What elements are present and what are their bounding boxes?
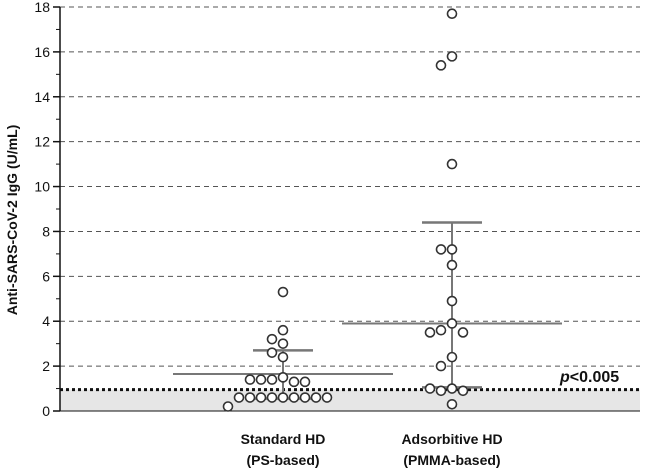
data-point (299, 376, 311, 388)
data-point (321, 392, 333, 403)
data-point (233, 392, 245, 403)
data-point (277, 392, 289, 403)
data-point (446, 51, 458, 62)
data-point (435, 385, 447, 397)
data-point (288, 392, 300, 403)
data-point (446, 244, 458, 255)
labels: 0 2 4 6 8 10 12 14 16 18 Standard HD (PS-based) Adso… (34, 0, 502, 468)
y-tick-label: 10 (34, 179, 50, 195)
p-value-letter: p (559, 369, 570, 386)
data-point (310, 392, 322, 403)
data-point (446, 318, 458, 329)
y-tick-label: 2 (42, 358, 50, 374)
data-point (457, 385, 469, 397)
y-tick-label: 18 (34, 0, 50, 15)
data-point (277, 338, 289, 349)
x-category-label: Adsorbitive HD (401, 431, 502, 447)
data-point (435, 60, 447, 71)
x-category-sublabel: (PMMA-based) (403, 452, 500, 468)
y-tick-label: 16 (34, 44, 50, 60)
x-category-label: Standard HD (241, 431, 326, 447)
y-tick-label: 8 (42, 223, 50, 239)
data-point (424, 327, 436, 338)
gridlines (60, 6, 640, 367)
y-axis (53, 6, 640, 412)
data-point (277, 286, 289, 298)
data-point (446, 351, 458, 363)
data-point (244, 392, 256, 403)
p-value-text: <0.005 (570, 369, 619, 386)
data-point (446, 8, 458, 20)
data-point (435, 244, 447, 255)
data-point (435, 324, 447, 336)
data-point (446, 259, 458, 271)
y-tick-label: 4 (42, 313, 50, 329)
data-point (446, 295, 458, 307)
data-point (266, 392, 278, 403)
x-category-sublabel: (PS-based) (246, 452, 319, 468)
data-point (266, 333, 278, 345)
data-point (277, 372, 289, 383)
y-tick-label: 6 (42, 268, 50, 284)
data-point (255, 392, 267, 403)
data-point (277, 324, 289, 336)
data-point (446, 398, 458, 410)
shaded-band-layer (60, 389, 640, 411)
shaded-band (60, 389, 640, 411)
y-tick-label: 12 (34, 134, 50, 150)
data-point (222, 401, 234, 412)
data-point (277, 351, 289, 363)
data-point (244, 374, 256, 385)
y-tick-label: 14 (34, 89, 50, 105)
data-point (288, 376, 300, 388)
p-value-annotation: p<0.005 (559, 369, 619, 386)
data-points (222, 8, 469, 412)
data-point (266, 347, 278, 358)
data-point (424, 383, 436, 394)
y-tick-label: 0 (42, 403, 50, 419)
data-point (299, 392, 311, 403)
data-point (457, 327, 469, 338)
data-point (435, 360, 447, 372)
y-axis-title: Anti-SARS-CoV-2 IgG (U/mL) (4, 125, 20, 316)
data-point (255, 374, 267, 385)
data-point (446, 383, 458, 394)
data-point (266, 374, 278, 385)
summary-bars (173, 221, 562, 400)
data-point (446, 158, 458, 170)
